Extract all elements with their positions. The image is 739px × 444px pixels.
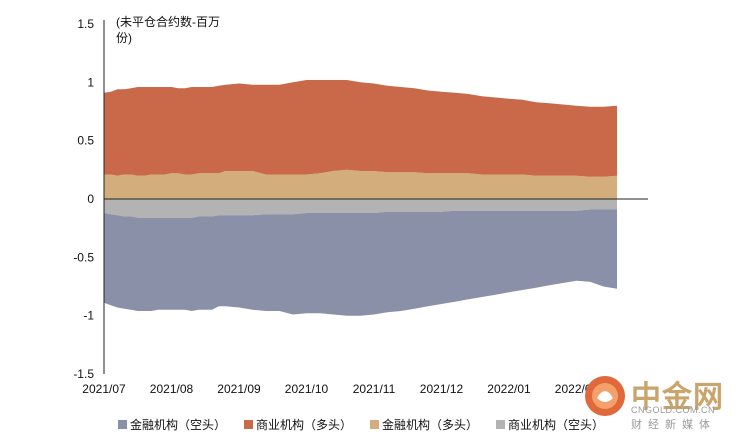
watermark-tagline: 财经新媒体 — [631, 419, 716, 431]
x-tick-label: 2021/09 — [217, 382, 261, 396]
series-area-commercial-short — [104, 199, 617, 218]
watermark-url: CNGOLD.COM.CN — [631, 405, 716, 415]
series-area-financial-long — [104, 169, 617, 199]
legend-label: 商业机构（多头） — [256, 418, 353, 432]
legend-label: 商业机构（空头） — [508, 418, 605, 432]
y-tick-label: -1 — [83, 309, 94, 323]
y-tick-label: 0 — [87, 192, 94, 206]
legend-swatch — [370, 420, 380, 429]
y-tick-label: -1.5 — [73, 367, 94, 381]
x-tick-label: 2022/01 — [487, 382, 531, 396]
legend-item-financial-long: 金融机构（多头） — [370, 416, 478, 433]
series-area-commercial-long — [104, 80, 617, 177]
legend-swatch — [118, 420, 127, 429]
y-tick-label: 1.5 — [77, 17, 94, 31]
x-tick-label: 2021/07 — [82, 382, 126, 396]
legend-swatch — [496, 420, 506, 429]
legend-item-commercial-short: 商业机构（空头） — [496, 416, 604, 433]
legend-label: 金融机构（空头） — [130, 418, 227, 432]
series-area-financial-short — [104, 209, 617, 316]
y-tick-label: -0.5 — [73, 250, 94, 264]
y-axis-unit-label: (未平仓合约数-百万份) — [116, 15, 220, 45]
x-tick-label: 2021/10 — [285, 382, 329, 396]
legend-item-commercial-long: 商业机构（多头） — [244, 416, 352, 433]
x-tick-label: 2021/11 — [353, 382, 396, 396]
y-tick-label: 0.5 — [77, 134, 94, 148]
watermark-brand: 中金网 — [631, 380, 724, 415]
x-tick-label: 2021/08 — [150, 382, 194, 396]
y-tick-label: 1 — [87, 75, 94, 89]
legend-label: 金融机构（多头） — [382, 418, 479, 432]
cngold-logo-icon — [585, 376, 625, 416]
x-tick-label: 2021/12 — [420, 382, 464, 396]
watermark: 中金网 CNGOLD.COM.CN 财经新媒体 — [583, 372, 733, 432]
legend-swatch — [244, 420, 254, 429]
legend-item-financial-short: 金融机构（空头） — [118, 416, 226, 433]
chart-legend: 金融机构（空头） 商业机构（多头） 金融机构（多头） 商业机构（空头） — [118, 416, 604, 433]
